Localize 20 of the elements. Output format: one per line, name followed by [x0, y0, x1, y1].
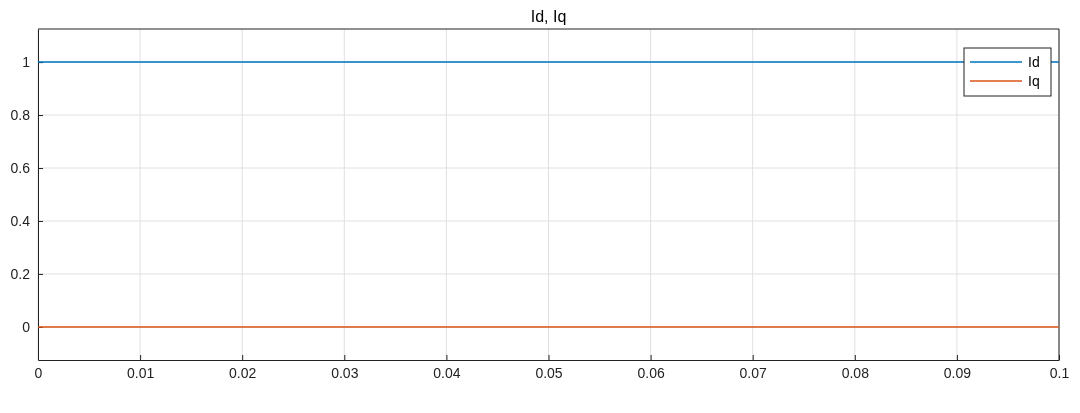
x-tick-label: 0.05	[535, 364, 563, 381]
x-tick-label: 0.03	[331, 364, 359, 381]
legend-label: Id	[1028, 54, 1040, 70]
y-tick-label: 0.8	[10, 107, 31, 124]
x-tick-label: 0.09	[943, 364, 972, 381]
x-tick-label: 0.04	[433, 364, 461, 381]
chart-title: Id, Iq	[530, 8, 567, 25]
x-tick-label: 0	[34, 364, 43, 381]
x-tick-label: 0.07	[739, 364, 768, 381]
x-tick-label: 0.01	[126, 364, 155, 381]
x-tick-label: 0.06	[637, 364, 665, 381]
x-tick-label: 0.1	[1049, 364, 1070, 381]
y-tick-label: 0.4	[10, 212, 31, 229]
x-tick-label: 0.08	[841, 364, 870, 381]
x-tick-label: 0.02	[229, 364, 257, 381]
y-tick-label: 0.6	[10, 160, 31, 176]
y-tick-label: 0	[22, 318, 31, 335]
y-tick-label: 1	[22, 54, 31, 71]
y-tick-label: 0.2	[10, 265, 31, 282]
legend-label: Iq	[1028, 73, 1040, 89]
